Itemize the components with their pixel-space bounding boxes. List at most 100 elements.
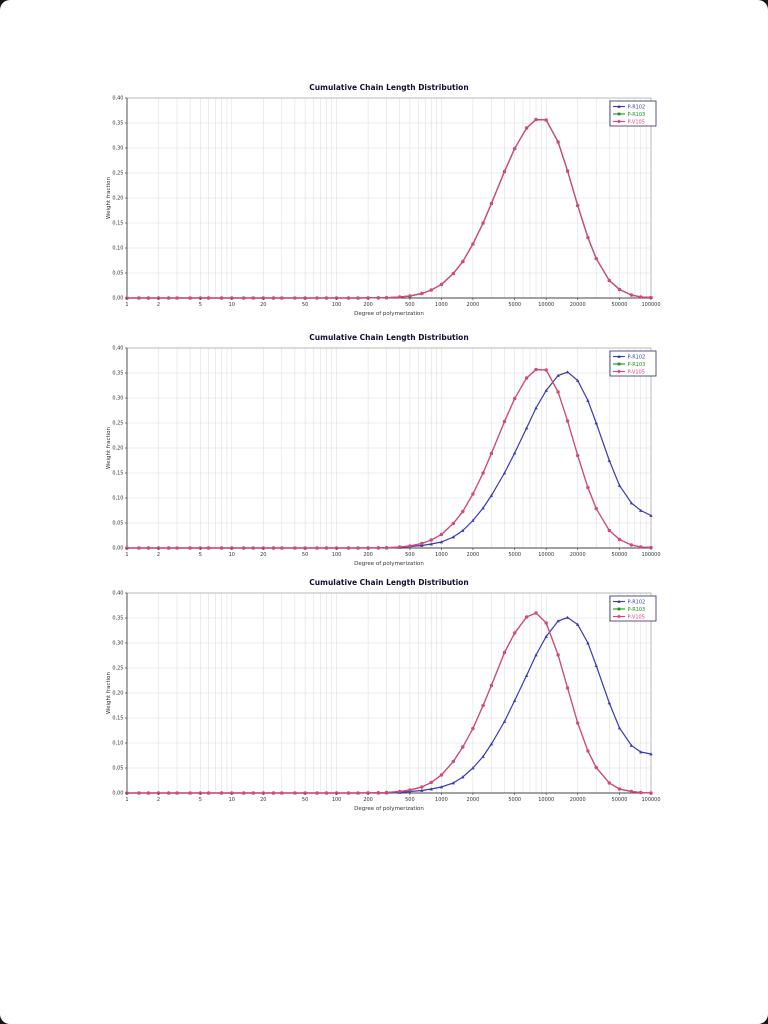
x-tick-label: 5 bbox=[199, 797, 202, 803]
x-tick-label: 1000 bbox=[435, 797, 448, 803]
x-tick-label: 500 bbox=[405, 797, 415, 803]
y-tick-label: 0,40 bbox=[112, 96, 123, 102]
x-tick-label: 1 bbox=[125, 302, 128, 308]
y-axis-ticks: 0,00 0,05 0,10 0,15 0,20 0,25 0,30 0,35 0,40 bbox=[112, 591, 127, 797]
y-axis-label: Weight fraction bbox=[106, 671, 112, 714]
x-tick-label: 20000 bbox=[570, 552, 586, 558]
x-tick-label: 50 bbox=[302, 552, 308, 558]
chart-cumulative-distribution-2: 1 2 5 10 20 50 100 200 500 1000 2000 5000 10000 20000… bbox=[106, 333, 661, 567]
x-tick-label: 10000 bbox=[538, 552, 554, 558]
x-tick-label: 5000 bbox=[508, 797, 521, 803]
y-tick-label: 0,05 bbox=[112, 766, 123, 772]
x-tick-label: 100000 bbox=[641, 302, 660, 308]
x-tick-label: 100 bbox=[332, 302, 342, 308]
legend-label: P-R103 bbox=[628, 607, 646, 613]
series-markers-P-R102 bbox=[125, 117, 653, 300]
x-tick-label: 10000 bbox=[538, 797, 554, 803]
series-line-P-V105 bbox=[127, 368, 652, 549]
x-tick-label: 2 bbox=[157, 552, 160, 558]
x-tick-label: 500 bbox=[405, 552, 415, 558]
x-tick-label: 20000 bbox=[570, 797, 586, 803]
x-tick-label: 50000 bbox=[612, 302, 628, 308]
y-tick-label: 0,35 bbox=[112, 616, 123, 622]
x-tick-label: 200 bbox=[363, 302, 373, 308]
y-tick-label: 0,35 bbox=[112, 121, 123, 127]
legend-label: P-V105 bbox=[628, 119, 645, 125]
y-tick-label: 0,25 bbox=[112, 171, 123, 177]
legend-label: P-R102 bbox=[628, 104, 646, 110]
x-tick-label: 5 bbox=[199, 302, 202, 308]
y-tick-label: 0,00 bbox=[112, 296, 123, 302]
x-tick-label: 20 bbox=[260, 552, 266, 558]
grid bbox=[126, 97, 652, 299]
x-tick-label: 2 bbox=[157, 302, 160, 308]
grid bbox=[126, 347, 652, 549]
x-tick-label: 500 bbox=[405, 302, 415, 308]
series-line-P-R102 bbox=[127, 371, 652, 549]
y-tick-label: 0,35 bbox=[112, 371, 123, 377]
series-markers-P-R102 bbox=[125, 370, 653, 550]
y-tick-label: 0,15 bbox=[112, 221, 123, 227]
y-axis-ticks: 0,00 0,05 0,10 0,15 0,20 0,25 0,30 0,35 0,40 bbox=[112, 96, 127, 302]
x-tick-label: 10000 bbox=[538, 302, 554, 308]
series-line-P-R103 bbox=[127, 118, 652, 299]
series-line-P-V105 bbox=[127, 612, 652, 794]
x-tick-label: 200 bbox=[363, 552, 373, 558]
legend-label: P-R102 bbox=[628, 354, 646, 360]
x-tick-label: 5 bbox=[199, 552, 202, 558]
chart-cumulative-distribution-3: 1 2 5 10 20 50 100 200 500 1000 2000 5000 10000 20000… bbox=[106, 578, 661, 812]
x-tick-label: 50000 bbox=[612, 552, 628, 558]
series-markers-P-R103 bbox=[125, 368, 653, 550]
series-markers-P-V105 bbox=[125, 117, 653, 300]
x-tick-label: 50000 bbox=[612, 797, 628, 803]
y-tick-label: 0,25 bbox=[112, 666, 123, 672]
y-tick-label: 0,10 bbox=[112, 246, 123, 252]
y-tick-label: 0,10 bbox=[112, 741, 123, 747]
y-axis-ticks: 0,00 0,05 0,10 0,15 0,20 0,25 0,30 0,35 0,40 bbox=[112, 346, 127, 552]
y-tick-label: 0,20 bbox=[112, 196, 123, 202]
x-tick-label: 100 bbox=[332, 797, 342, 803]
x-tick-label: 5000 bbox=[508, 552, 521, 558]
y-tick-label: 0,40 bbox=[112, 346, 123, 352]
legend-label: P-V105 bbox=[628, 614, 645, 620]
series-markers-P-R103 bbox=[125, 118, 653, 300]
y-tick-label: 0,15 bbox=[112, 716, 123, 722]
x-tick-label: 20 bbox=[260, 797, 266, 803]
series-line-P-R103 bbox=[127, 368, 652, 549]
x-tick-label: 10 bbox=[229, 302, 235, 308]
y-axis-label: Weight fraction bbox=[106, 176, 112, 219]
x-tick-label: 10 bbox=[229, 797, 235, 803]
x-tick-label: 200 bbox=[363, 797, 373, 803]
legend-item-P-R102: P-R102 bbox=[613, 599, 645, 605]
x-axis-ticks: 1 2 5 10 20 50 100 200 500 1000 2000 5000 10000 20000… bbox=[125, 793, 661, 803]
chart-title: Cumulative Chain Length Distribution bbox=[309, 333, 468, 342]
series-markers-P-R102 bbox=[125, 615, 653, 795]
y-tick-label: 0,15 bbox=[112, 471, 123, 477]
legend-item-P-R103: P-R103 bbox=[613, 607, 645, 613]
series-markers-P-V105 bbox=[125, 611, 653, 795]
x-axis-label: Degree of polymerization bbox=[354, 806, 424, 812]
x-axis-label: Degree of polymerization bbox=[354, 561, 424, 567]
grid bbox=[126, 592, 652, 794]
x-axis-ticks: 1 2 5 10 20 50 100 200 500 1000 2000 5000 10000 20000… bbox=[125, 548, 661, 558]
chart-title: Cumulative Chain Length Distribution bbox=[309, 83, 468, 92]
y-tick-label: 0,10 bbox=[112, 496, 123, 502]
series-markers-P-V105 bbox=[125, 367, 653, 550]
legend-label: P-R103 bbox=[628, 362, 646, 368]
x-tick-label: 1 bbox=[125, 552, 128, 558]
x-tick-label: 1000 bbox=[435, 302, 448, 308]
y-tick-label: 0,25 bbox=[112, 421, 123, 427]
legend-label: P-R103 bbox=[628, 112, 646, 118]
x-tick-label: 20000 bbox=[570, 302, 586, 308]
x-tick-label: 2 bbox=[157, 797, 160, 803]
x-tick-label: 20 bbox=[260, 302, 266, 308]
legend-item-P-R102: P-R102 bbox=[613, 354, 645, 360]
y-tick-label: 0,05 bbox=[112, 521, 123, 527]
y-tick-label: 0,40 bbox=[112, 591, 123, 597]
legend-item-P-R103: P-R103 bbox=[613, 362, 645, 368]
y-tick-label: 0,20 bbox=[112, 691, 123, 697]
y-tick-label: 0,20 bbox=[112, 446, 123, 452]
